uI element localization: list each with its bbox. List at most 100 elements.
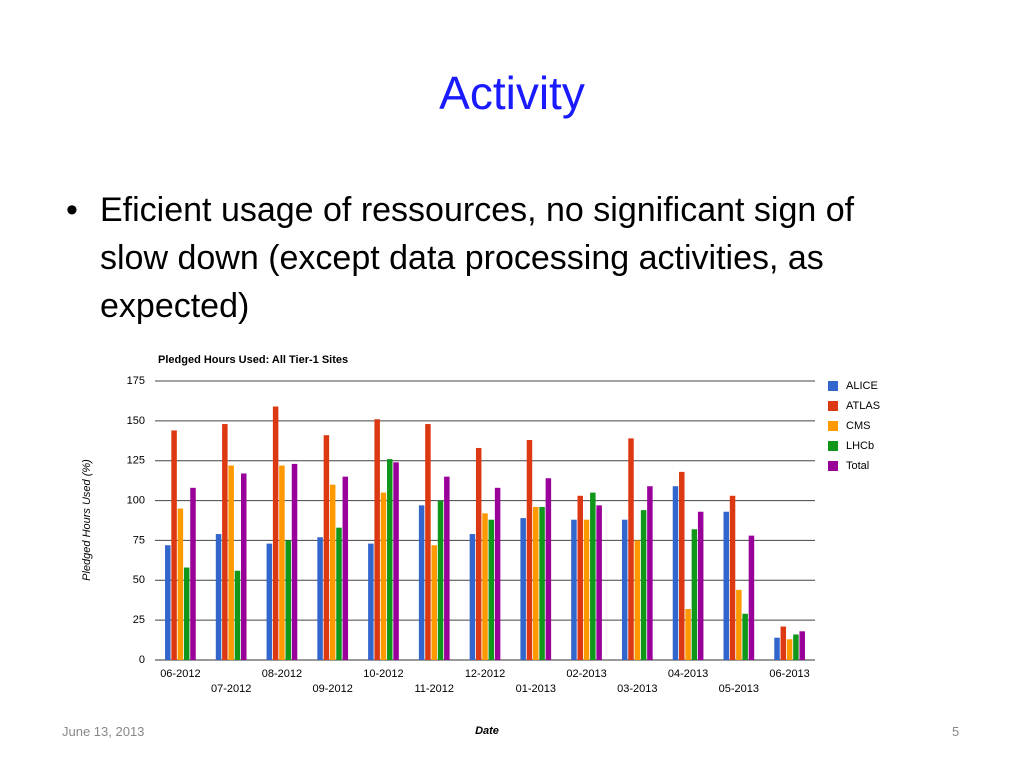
bar: [628, 438, 634, 660]
bar: [374, 419, 380, 660]
bar: [520, 518, 526, 660]
legend-label: ATLAS: [846, 400, 880, 412]
bar: [571, 519, 577, 660]
bar: [799, 631, 805, 660]
legend-label: LHCb: [846, 440, 874, 452]
y-tick-label: 100: [127, 494, 145, 506]
bar: [266, 543, 273, 660]
bar: [425, 424, 431, 660]
x-tick-label: 02-2013: [566, 668, 606, 680]
bar: [329, 484, 336, 660]
bar: [691, 529, 698, 660]
bar: [418, 505, 425, 660]
bar: [228, 465, 234, 660]
bar: [241, 473, 247, 660]
legend-swatch: [828, 381, 838, 391]
page-number: 5: [952, 724, 960, 739]
bar: [482, 513, 488, 660]
bar: [729, 495, 736, 660]
bar: [577, 495, 583, 660]
x-tick-label: 07-2012: [211, 683, 251, 695]
bar: [285, 540, 291, 660]
x-tick-label: 06-2013: [769, 668, 809, 680]
legend-swatch: [828, 421, 838, 431]
bar: [596, 505, 602, 660]
bar: [488, 519, 495, 660]
bar: [685, 608, 691, 660]
legend-label: Total: [846, 460, 869, 472]
x-tick-label: 03-2013: [617, 683, 657, 695]
bar: [393, 462, 399, 660]
legend-swatch: [828, 401, 838, 411]
bar: [672, 486, 679, 660]
bar: [621, 519, 628, 660]
bar: [183, 567, 190, 660]
bar: [647, 486, 653, 660]
x-tick-label: 04-2013: [668, 668, 708, 680]
legend-swatch: [828, 441, 838, 451]
slide-title: Activity: [439, 67, 585, 119]
bar: [583, 519, 590, 660]
bar: [736, 589, 742, 660]
bar: [222, 424, 228, 660]
bar: [387, 459, 393, 660]
y-tick-label: 125: [127, 455, 145, 467]
x-tick-label: 09-2012: [313, 683, 353, 695]
bar: [323, 435, 330, 660]
x-tick-label: 11-2012: [414, 683, 454, 695]
legend-label: ALICE: [846, 380, 878, 392]
bar: [190, 487, 196, 660]
bar: [431, 545, 437, 660]
bar: [469, 534, 476, 660]
x-tick-label: 01-2013: [516, 683, 556, 695]
bar: [545, 478, 552, 660]
legend-label: CMS: [846, 420, 870, 432]
bar: [215, 534, 222, 660]
bar: [380, 492, 387, 660]
x-tick-label: 10-2012: [363, 668, 403, 680]
bar: [539, 506, 545, 660]
bar: [742, 613, 748, 660]
bar: [590, 492, 596, 660]
bullet-dot: •: [66, 191, 78, 229]
bar: [786, 639, 793, 660]
bar: [780, 626, 787, 660]
bar: [679, 471, 685, 660]
bar: [171, 430, 177, 660]
bar: [640, 510, 647, 660]
bar: [342, 476, 349, 660]
legend-swatch: [828, 461, 838, 471]
bar: [533, 506, 539, 660]
x-tick-label: 06-2012: [160, 668, 200, 680]
x-tick-label: 08-2012: [262, 668, 302, 680]
y-tick-label: 75: [133, 534, 145, 546]
bar: [774, 637, 780, 660]
bar: [336, 527, 342, 660]
bar: [368, 543, 374, 660]
bar: [165, 545, 171, 660]
y-axis-label: Pledged Hours Used (%): [81, 459, 93, 581]
bar: [697, 511, 704, 660]
bar: [494, 487, 501, 660]
x-axis-label: Date: [475, 725, 499, 737]
bar: [634, 540, 641, 660]
x-tick-label: 12-2012: [465, 668, 505, 680]
y-tick-label: 0: [139, 654, 145, 666]
chart-title: Pledged Hours Used: All Tier-1 Sites: [158, 354, 348, 366]
x-tick-label: 05-2013: [719, 683, 759, 695]
bar: [475, 447, 482, 660]
y-tick-label: 50: [133, 574, 145, 586]
bar: [234, 570, 241, 660]
bar: [748, 535, 755, 660]
footer-date: June 13, 2013: [62, 724, 145, 739]
bar: [279, 465, 285, 660]
bar: [437, 500, 444, 660]
bar: [526, 439, 533, 660]
bar: [291, 463, 298, 660]
bar: [444, 476, 450, 660]
bar: [317, 537, 323, 660]
y-tick-label: 25: [133, 614, 145, 626]
bar: [177, 508, 184, 660]
